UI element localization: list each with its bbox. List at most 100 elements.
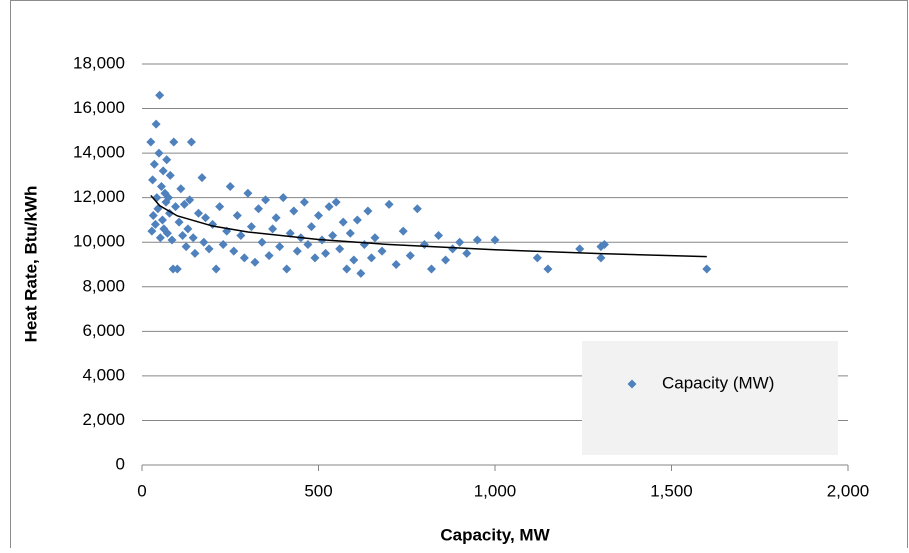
scatter-point <box>149 159 159 169</box>
scatter-point <box>575 244 585 254</box>
scatter-point <box>532 253 542 263</box>
y-tick-label: 10,000 <box>73 232 125 251</box>
scatter-point <box>363 206 373 216</box>
scatter-point <box>331 197 341 207</box>
scatter-point <box>179 199 189 209</box>
scatter-point <box>232 210 242 220</box>
scatter-point <box>176 184 186 194</box>
scatter-point <box>239 253 249 263</box>
scatter-point <box>264 251 274 261</box>
scatter-point <box>338 217 348 227</box>
scatter-point <box>391 260 401 269</box>
legend-box <box>582 341 838 455</box>
scatter-point <box>183 224 193 234</box>
scatter-point <box>377 246 387 256</box>
scatter-point <box>306 222 316 232</box>
y-tick-label: 16,000 <box>73 98 125 117</box>
scatter-point <box>197 173 207 183</box>
scatter-point <box>167 235 177 245</box>
scatter-point <box>462 248 472 258</box>
scatter-point <box>155 90 165 100</box>
scatter-point <box>148 210 158 220</box>
scatter-point <box>204 244 214 254</box>
scatter-point <box>356 268 366 278</box>
scatter-point <box>188 233 198 243</box>
scatter-point <box>165 170 175 180</box>
scatter-point <box>162 228 172 238</box>
scatter-point <box>261 195 271 205</box>
scatter-point <box>599 239 609 249</box>
scatter-point <box>199 237 209 247</box>
scatter-point <box>310 253 320 263</box>
chart-border <box>10 0 908 553</box>
y-tick-label: 6,000 <box>82 321 125 340</box>
scatter-point <box>405 251 415 261</box>
scatter-point <box>349 255 359 265</box>
scatter-point <box>426 264 436 274</box>
scatter-point <box>225 182 235 192</box>
scatter-point <box>201 213 211 223</box>
scatter-point <box>190 248 200 258</box>
y-tick-label: 2,000 <box>82 410 125 429</box>
scatter-point <box>448 244 458 254</box>
scatter-point <box>243 188 253 198</box>
scatter-point <box>314 210 323 220</box>
scatter-point <box>278 193 288 203</box>
scatter-point <box>384 199 394 209</box>
scatter-point <box>155 233 165 243</box>
scatter-point <box>211 264 221 274</box>
scatter-point <box>250 257 260 267</box>
scatter-point <box>271 213 281 223</box>
scatter-point <box>169 137 179 147</box>
scatter-point <box>472 235 482 245</box>
y-tick-label: 18,000 <box>73 53 125 72</box>
scatter-point <box>434 231 444 241</box>
scatter-point <box>215 202 225 212</box>
y-tick-label: 4,000 <box>82 365 125 384</box>
scatter-point <box>352 215 362 225</box>
scatter-point <box>147 226 157 236</box>
scatter-point <box>268 224 278 234</box>
x-tick-label: 500 <box>304 481 332 500</box>
scatter-point <box>186 137 196 147</box>
scatter-point <box>275 242 285 252</box>
legend-label: Capacity (MW) <box>662 373 774 392</box>
scatter-point <box>321 248 331 258</box>
scatter-point <box>171 202 181 212</box>
scatter-point <box>412 204 422 214</box>
scatter-point <box>163 193 173 203</box>
y-tick-label: 8,000 <box>82 276 125 295</box>
legend-marker <box>627 379 637 389</box>
scatter-point <box>229 246 239 256</box>
x-tick-label: 2,000 <box>827 481 870 500</box>
scatter-point <box>178 231 188 241</box>
scatter-point <box>702 264 712 274</box>
scatter-point <box>165 208 175 218</box>
scatter-point <box>324 202 334 212</box>
scatter-point <box>236 231 246 241</box>
scatter-point <box>156 182 166 192</box>
scatter-point <box>150 219 160 229</box>
scatter-point <box>174 217 184 227</box>
scatter-point <box>257 237 267 247</box>
scatter-point <box>441 255 451 265</box>
scatter-point <box>345 228 355 238</box>
scatter-point <box>282 264 292 274</box>
x-tick-label: 1,000 <box>474 481 517 500</box>
scatter-point <box>370 233 380 243</box>
y-tick-label: 12,000 <box>73 187 125 206</box>
scatter-point <box>366 253 376 263</box>
scatter-point <box>246 222 256 232</box>
trendline <box>150 194 707 258</box>
scatter-point <box>303 239 313 249</box>
scatter-point <box>335 244 345 254</box>
scatter-point <box>185 195 195 205</box>
scatter-point <box>146 137 156 147</box>
scatter-point <box>596 253 606 263</box>
scatter-point <box>172 264 182 274</box>
scatter-point <box>342 264 352 274</box>
scatter-point <box>151 119 161 129</box>
y-tick-label: 14,000 <box>73 143 125 162</box>
scatter-point <box>253 204 263 214</box>
